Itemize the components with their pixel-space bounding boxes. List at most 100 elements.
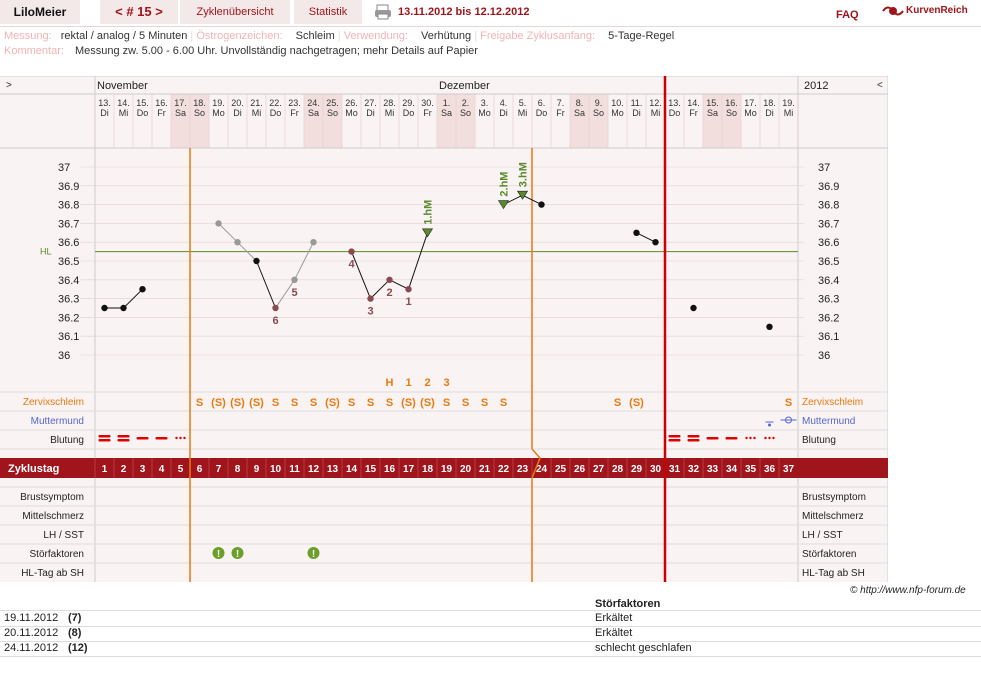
day-weekday-label: Di bbox=[765, 108, 774, 118]
count-label: 2 bbox=[386, 287, 392, 299]
cervix-mark bbox=[768, 423, 771, 427]
cycle-day-number: 25 bbox=[555, 464, 567, 475]
day-date-label: 13. bbox=[668, 98, 681, 108]
temp-line-segment bbox=[522, 194, 542, 206]
tab-zyklenuebersicht[interactable]: Zyklenübersicht bbox=[180, 0, 290, 24]
y-tick-right: 37 bbox=[818, 162, 830, 174]
mucus-symbol: S bbox=[348, 397, 355, 409]
day-date-label: 6. bbox=[538, 98, 546, 108]
day-date-label: 25. bbox=[326, 98, 339, 108]
bleeding-mark bbox=[98, 439, 111, 442]
verwendung-value: Verhütung bbox=[421, 30, 472, 42]
brand-name[interactable]: KurvenReich bbox=[906, 5, 968, 16]
row-label-blutung: Blutung bbox=[50, 435, 84, 446]
tab-statistik[interactable]: Statistik bbox=[294, 0, 362, 24]
day-date-label: 3. bbox=[481, 98, 489, 108]
count-label: 3 bbox=[367, 306, 373, 318]
day-date-label: 20. bbox=[231, 98, 244, 108]
note-separator bbox=[0, 641, 981, 642]
temp-point bbox=[120, 304, 127, 312]
cycle-day-number: 18 bbox=[422, 464, 434, 475]
y-tick-right: 36.6 bbox=[818, 237, 839, 249]
bleeding-mark bbox=[745, 436, 748, 440]
count-label: 4 bbox=[348, 259, 355, 271]
cycle-day-number: 22 bbox=[498, 464, 510, 475]
cycle-day-number: 21 bbox=[479, 464, 491, 475]
temp-point bbox=[367, 295, 374, 302]
day-date-label: 16. bbox=[725, 98, 738, 108]
row-label-right-zervixschleim: Zervixschleim bbox=[802, 397, 863, 408]
print-icon[interactable] bbox=[374, 4, 392, 20]
mucus-symbol: (S) bbox=[230, 397, 245, 409]
day-weekday-label: So bbox=[194, 108, 205, 118]
weekend-shade bbox=[589, 94, 608, 148]
day-weekday-label: Mi bbox=[518, 108, 528, 118]
day-weekday-label: Fr bbox=[556, 108, 565, 118]
day-date-label: 10. bbox=[611, 98, 624, 108]
temp-point bbox=[310, 239, 317, 246]
temp-point bbox=[234, 239, 241, 246]
verwendung-label: Verwendung: bbox=[343, 30, 408, 42]
cycle-day-number: 29 bbox=[631, 464, 643, 475]
cycle-day-number: 31 bbox=[669, 464, 681, 475]
disturbance-icon bbox=[231, 547, 244, 559]
y-tick-left: 36.6 bbox=[58, 237, 79, 249]
temp-point bbox=[766, 323, 773, 330]
temp-point bbox=[652, 239, 659, 246]
bleeding-mark bbox=[768, 436, 771, 440]
day-date-label: 21. bbox=[250, 98, 263, 108]
note-separator bbox=[0, 626, 981, 627]
day-weekday-label: Mi bbox=[119, 108, 129, 118]
cycle-day-number: 12 bbox=[308, 464, 320, 475]
freigabe-value: 5-Tage-Regel bbox=[608, 30, 675, 42]
day-date-label: 26. bbox=[345, 98, 358, 108]
day-date-label: 15. bbox=[706, 98, 719, 108]
day-weekday-label: Mo bbox=[744, 108, 757, 118]
day-weekday-label: Do bbox=[669, 108, 681, 118]
chart-prev-arrow[interactable]: > bbox=[6, 80, 12, 91]
mucus-symbol: S bbox=[481, 397, 488, 409]
day-weekday-label: Do bbox=[270, 108, 282, 118]
oestrogen-label: Östrogenzeichen: bbox=[196, 30, 283, 42]
cycle-day-number: 3 bbox=[140, 464, 146, 475]
mucus-symbol: S bbox=[196, 397, 203, 409]
mucus-top-marker: 3 bbox=[443, 377, 449, 389]
faq-link[interactable]: FAQ bbox=[836, 9, 859, 21]
date-range: 13.11.2012 bis 12.12.2012 bbox=[398, 6, 530, 18]
chart-next-arrow[interactable]: < bbox=[877, 80, 883, 91]
day-date-label: 11. bbox=[631, 98, 643, 108]
day-weekday-label: Sa bbox=[574, 108, 585, 118]
mucus-top-marker: 2 bbox=[424, 377, 430, 389]
note-day: (8) bbox=[68, 627, 82, 639]
notes-header: Störfaktoren bbox=[595, 598, 661, 610]
bleeding-mark bbox=[725, 437, 738, 440]
bottom-row-label-right: HL-Tag ab SH bbox=[802, 568, 865, 579]
day-weekday-label: Mi bbox=[252, 108, 262, 118]
day-date-label: 17. bbox=[174, 98, 187, 108]
bottom-row-label-right: LH / SST bbox=[802, 530, 843, 541]
day-date-label: 18. bbox=[763, 98, 776, 108]
bleeding-mark bbox=[749, 436, 752, 440]
bottom-row-label-right: Mittelschmerz bbox=[802, 511, 864, 522]
bottom-row-label-right: Brustsymptom bbox=[802, 492, 866, 503]
day-date-label: 8. bbox=[576, 98, 584, 108]
cycle-day-number: 35 bbox=[745, 464, 757, 475]
kommentar-label: Kommentar: bbox=[4, 45, 64, 57]
cycle-day-number: 5 bbox=[178, 464, 184, 475]
row-label-right-muttermund: Muttermund bbox=[802, 416, 855, 427]
weekend-shade bbox=[722, 94, 741, 148]
cycle-day-number: 36 bbox=[764, 464, 776, 475]
day-weekday-label: Fr bbox=[689, 108, 698, 118]
temp-point bbox=[272, 304, 279, 312]
day-weekday-label: Do bbox=[137, 108, 149, 118]
cycle-day-number: 14 bbox=[346, 464, 358, 475]
temp-point bbox=[538, 201, 545, 208]
day-weekday-label: Mo bbox=[478, 108, 491, 118]
day-date-label: 1. bbox=[443, 98, 451, 108]
mucus-symbol: (S) bbox=[211, 397, 226, 409]
cycle-navigator[interactable]: < # 15 > bbox=[100, 0, 178, 24]
temp-line-segment bbox=[636, 232, 656, 243]
bleeding-mark bbox=[117, 435, 130, 438]
temp-line-segment bbox=[408, 232, 428, 290]
y-tick-right: 36.2 bbox=[818, 312, 839, 324]
